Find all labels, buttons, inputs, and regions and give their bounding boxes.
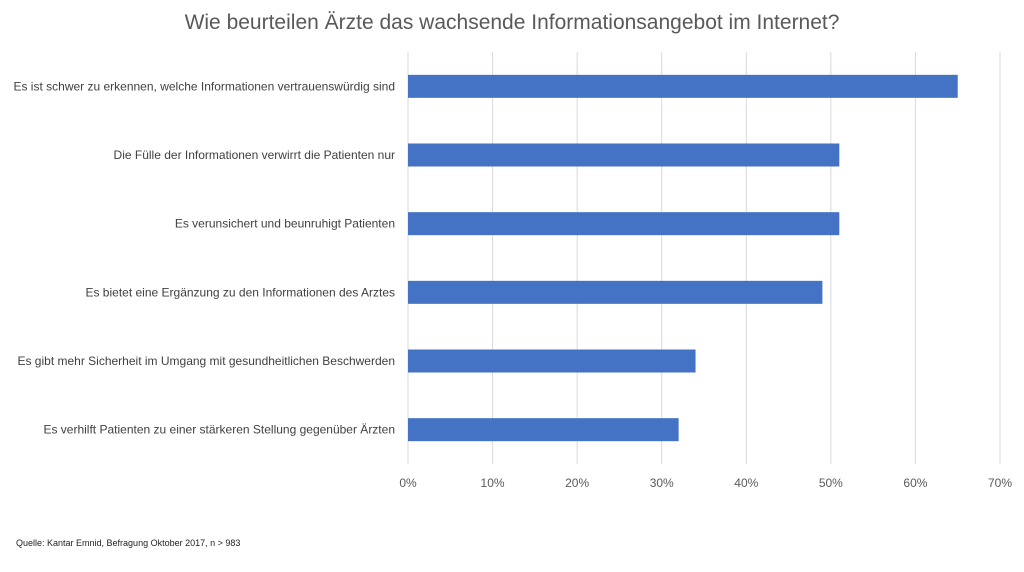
bar	[408, 280, 823, 304]
bar	[408, 74, 958, 98]
x-tick-label: 40%	[734, 476, 758, 490]
x-tick-label: 0%	[399, 476, 417, 490]
x-tick-label: 20%	[565, 476, 589, 490]
x-tick-label: 30%	[650, 476, 674, 490]
category-label: Die Fülle der Informationen verwirrt die…	[114, 148, 395, 162]
x-tick-label: 50%	[819, 476, 843, 490]
x-tick-label: 70%	[988, 476, 1012, 490]
x-axis-tick-labels: 0% 10% 20% 30% 40% 50% 60% 70%	[399, 476, 1012, 490]
category-label: Es verunsichert und beunruhigt Patienten	[175, 217, 395, 231]
category-label: Es gibt mehr Sicherheit im Umgang mit ge…	[17, 354, 395, 368]
category-label: Es verhilft Patienten zu einer stärkeren…	[43, 423, 395, 437]
bar	[408, 212, 840, 236]
x-tick-label: 10%	[481, 476, 505, 490]
bar	[408, 143, 840, 167]
x-tick-label: 60%	[903, 476, 927, 490]
gridlines	[407, 52, 1001, 464]
bars	[408, 74, 958, 442]
bar	[408, 418, 679, 442]
category-label: Es ist schwer zu erkennen, welche Inform…	[13, 79, 395, 93]
category-label: Es bietet eine Ergänzung zu den Informat…	[85, 285, 395, 299]
chart-title: Wie beurteilen Ärzte das wachsende Infor…	[185, 11, 840, 34]
category-labels: Es ist schwer zu erkennen, welche Inform…	[13, 79, 395, 436]
bar	[408, 349, 696, 373]
source-note: Quelle: Kantar Emnid, Befragung Oktober …	[16, 538, 241, 548]
